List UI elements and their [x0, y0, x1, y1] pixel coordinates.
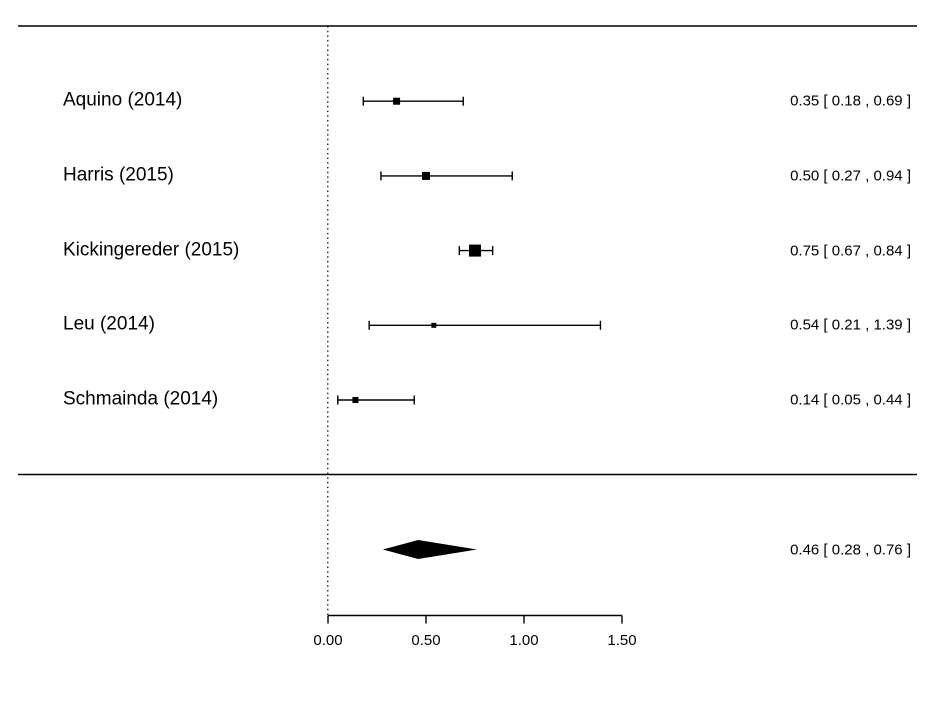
study-label: Aquino (2014): [63, 89, 183, 111]
point-estimate-square: [352, 397, 359, 403]
study-ci-text: 0.35 [ 0.18 , 0.69 ]: [790, 92, 911, 110]
point-estimate-square: [393, 97, 401, 105]
study-label: Schmainda (2014): [63, 388, 219, 410]
point-estimate-square: [422, 171, 430, 180]
study-ci-text: 0.14 [ 0.05 , 0.44 ]: [790, 391, 911, 409]
study-label: Harris (2015): [63, 164, 174, 186]
x-axis-tick-label: 0.50: [411, 632, 441, 649]
point-estimate-square: [469, 244, 481, 257]
summary-ci-text: 0.46 [ 0.28 , 0.76 ]: [790, 541, 911, 558]
study-ci-text: 0.75 [ 0.67 , 0.84 ]: [790, 242, 911, 260]
x-axis-tick-label: 0.00: [313, 632, 343, 649]
x-axis-tick-label: 1.00: [509, 632, 539, 649]
study-ci-text: 0.54 [ 0.21 , 1.39 ]: [790, 316, 911, 334]
point-estimate-square: [431, 322, 437, 328]
summary-diamond: [382, 540, 477, 559]
study-label: Kickingereder (2015): [63, 239, 240, 261]
x-axis-tick-label: 1.50: [607, 632, 637, 649]
study-ci-text: 0.50 [ 0.27 , 0.94 ]: [790, 167, 911, 185]
study-label: Leu (2014): [63, 313, 155, 335]
